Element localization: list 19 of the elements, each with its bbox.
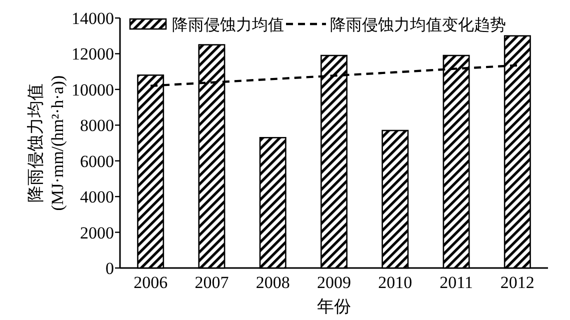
x-tick-label: 2007	[194, 273, 230, 292]
legend-label: 降雨侵蚀力均值	[172, 16, 284, 34]
x-tick-label: 2006	[134, 273, 168, 292]
y-tick-label: 4000	[80, 188, 114, 207]
y-tick-label: 12000	[72, 44, 114, 64]
y-tick-label: 0	[106, 259, 114, 278]
x-tick-label: 2009	[317, 273, 351, 292]
x-tick-label: 2010	[378, 273, 412, 292]
y-tick-label: 6000	[80, 152, 114, 171]
x-tick-label: 2008	[256, 273, 290, 292]
x-tick-label: 2012	[500, 273, 534, 292]
x-tick-label: 2011	[440, 273, 473, 292]
y-tick-label: 2000	[80, 223, 114, 242]
x-axis-title: 年份	[317, 297, 351, 316]
y-tick-label: 10000	[72, 80, 114, 100]
legend-label: 降雨侵蚀力均值变化趋势	[330, 16, 506, 34]
y-tick-label: 14000	[72, 9, 114, 28]
y-axis-title: 降雨侵蚀力均值 (MJ·mm/(hm²·h·a))	[26, 75, 67, 211]
y-tick-label: 8000	[80, 116, 114, 136]
